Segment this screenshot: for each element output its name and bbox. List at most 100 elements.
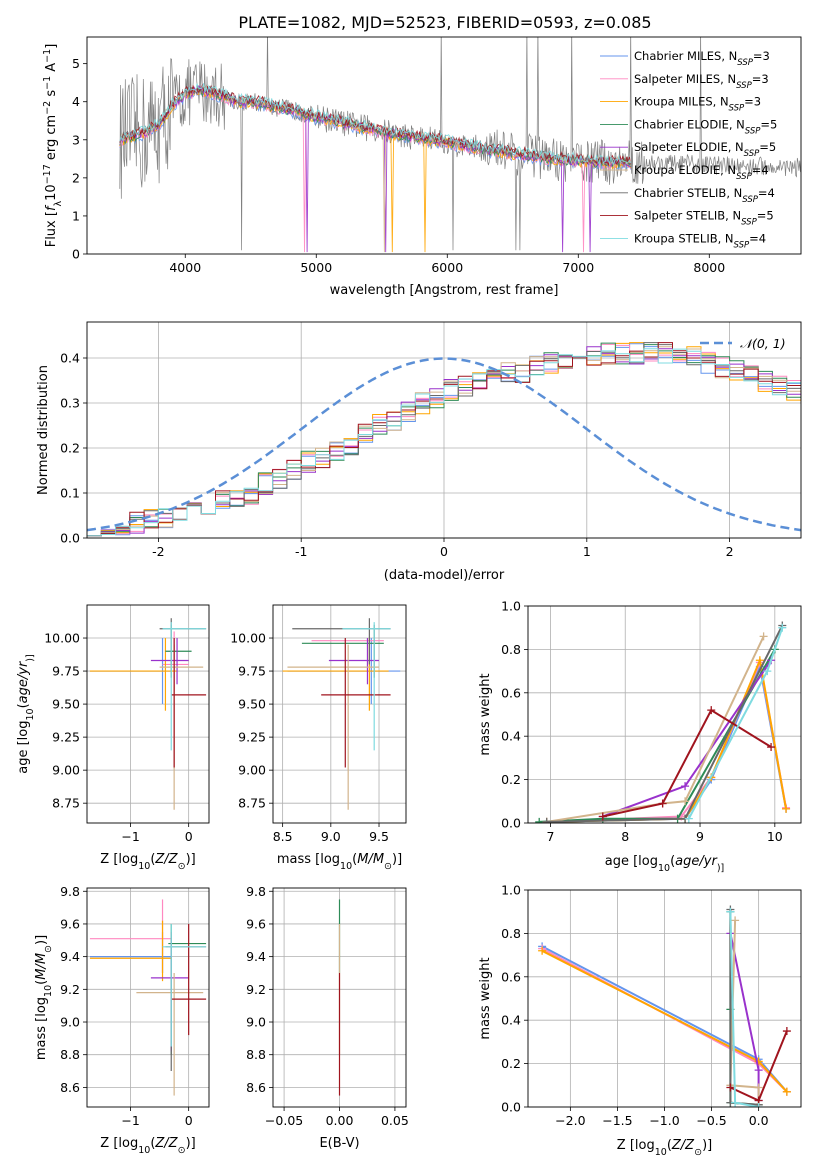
y-tick-label: 9.00 [52, 763, 80, 778]
x-tick-label: 9.5 [369, 829, 389, 844]
legend-entry: 𝒩(0, 1) [740, 336, 786, 351]
legend-entry: Kroupa STELIB, NSSP=4 [634, 231, 766, 250]
x-tick-label: −1.5 [602, 1113, 632, 1128]
axes-frame [86, 887, 210, 1108]
chart-age-vs-Z: −1 0 8.75 9.00 9.25 9.50 9.75 10.00 Z [log10(Z/Z… [16, 604, 210, 872]
x-tick-label: 6000 [431, 260, 463, 275]
y-tick-label: 0 [72, 247, 80, 262]
x-tick-label: 5000 [300, 260, 332, 275]
x-tick-label: 9 [696, 829, 704, 844]
residual-histogram-step [87, 348, 801, 537]
x-tick-label: 9.0 [321, 829, 341, 844]
y-tick-label: 8.8 [246, 1047, 266, 1062]
x-tick-label: 0.00 [326, 1113, 354, 1128]
legend-entry: Chabrier MILES, NSSP=3 [634, 49, 770, 68]
mass-weight-point [782, 804, 791, 813]
mass-weight-point [782, 1087, 791, 1096]
y-tick-label: 1.0 [501, 883, 521, 898]
y-tick-label: 10.00 [44, 631, 80, 646]
x-tick-label: -1 [295, 544, 307, 559]
x-axis-label: (data-model)/error [384, 568, 505, 583]
mass-weight-point [535, 817, 544, 823]
y-tick-label: 9.50 [52, 697, 80, 712]
x-tick-label: 8000 [693, 260, 725, 275]
y-tick-label: 9.25 [52, 730, 80, 745]
x-axis-label: Z [log10(Z/Z⊙)] [100, 852, 195, 872]
model-spectrum-line [119, 85, 631, 253]
legend: Chabrier MILES, NSSP=3 Salpeter MILES, NS… [600, 49, 777, 250]
mass-weight-point [658, 799, 667, 808]
y-tick-label: 9.2 [246, 982, 266, 997]
y-axis-label: Normed distribution [36, 365, 51, 495]
x-tick-label: 0 [185, 829, 193, 844]
y-axis-label: mass weight [478, 957, 493, 1039]
mass-weight-point [684, 814, 693, 823]
x-tick-label: −2.0 [555, 1113, 585, 1128]
legend-entry: Salpeter STELIB, NSSP=5 [634, 209, 774, 228]
y-tick-label: 2 [72, 170, 80, 185]
chart-age-vs-mass: 8.5 9.0 9.5 8.75 9.00 9.25 9.50 9.75 10.00 mass [… [230, 604, 407, 872]
axes-frame [272, 604, 407, 824]
y-tick-label: 9.6 [246, 916, 266, 931]
y-tick-label: 9.75 [238, 664, 266, 679]
mass-weight-point [754, 1066, 763, 1075]
y-tick-label: 8.8 [60, 1047, 80, 1062]
x-tick-label: 8 [621, 829, 629, 844]
x-axis-label: age [log10(age/yr)] [605, 854, 724, 874]
y-tick-label: 3 [72, 132, 80, 147]
y-tick-label: 0.0 [60, 531, 80, 546]
y-tick-label: 8.75 [52, 796, 80, 811]
mass-weight-point [767, 743, 776, 752]
plot-area-massweight-vs-Z [538, 905, 791, 1107]
mass-weight-point [726, 1083, 735, 1092]
residual-histogram-step [87, 342, 801, 537]
mass-weight-point [778, 623, 787, 632]
x-tick-label: 1 [583, 544, 591, 559]
axes-frame [86, 36, 802, 255]
y-tick-label: 0.4 [60, 351, 80, 366]
mass-weight-series-line [602, 708, 772, 818]
model-spectrum-line [119, 88, 632, 253]
legend-entry: Salpeter MILES, NSSP=3 [634, 72, 769, 91]
x-tick-label: −1.0 [649, 1113, 679, 1128]
chart-massweight-vs-Z: −2.0 −1.5 −1.0 −0.5 0.0 0.0 0.2 0.4 0.6 0.8 1.0 Z [… [478, 883, 802, 1158]
mass-weight-series-line [546, 625, 784, 823]
plot-area-mass-vs-Z [89, 899, 207, 1096]
x-tick-label: 10 [767, 829, 783, 844]
y-tick-label: 1 [72, 208, 80, 223]
residual-histogram-step [87, 342, 801, 537]
chart-residuals: -2 -1 0 1 2 0.0 0.1 0.2 0.3 0.4 (data-model)/error… [36, 321, 802, 583]
chart-mass-vs-EBV: −0.05 0.00 0.05 8.6 8.8 9.0 9.2 9.4 9.6 9.8 E(B-V) [246, 884, 409, 1151]
x-tick-label: 0 [440, 544, 448, 559]
model-spectrum-line [119, 83, 632, 166]
mass-weight-point [598, 812, 607, 821]
model-spectrum-line [119, 88, 632, 253]
y-tick-label: 9.0 [60, 1015, 80, 1030]
x-tick-label: 8.5 [273, 829, 293, 844]
plot-area-spectrum [119, 37, 801, 253]
y-tick-label: 0.4 [501, 1013, 521, 1028]
y-tick-label: 8.6 [246, 1080, 266, 1095]
mass-weight-point [726, 907, 735, 916]
y-tick-label: 9.6 [60, 916, 80, 931]
legend-entry: Kroupa MILES, NSSP=3 [634, 95, 761, 114]
plot-area-age-vs-Z [89, 618, 207, 810]
x-axis-label: Z [log10(Z/Z⊙)] [617, 1138, 712, 1158]
y-tick-label: 9.8 [60, 884, 80, 899]
x-tick-label: −0.5 [696, 1113, 726, 1128]
legend-entry: Salpeter ELODIE, NSSP=5 [634, 140, 776, 159]
y-axis-label: Flux [fλ10−17 erg cm−2 s−1 A−1] [42, 44, 64, 248]
mass-weight-series-line [602, 659, 772, 818]
residual-histogram-step [87, 346, 801, 537]
y-tick-label: 5 [72, 56, 80, 71]
legend-entry: Kroupa ELODIE, NSSP=4 [634, 163, 769, 182]
y-tick-label: 0.0 [501, 816, 521, 831]
chart-massweight-vs-age: 7 8 9 10 0.0 0.2 0.4 0.6 0.8 1.0 age [log10(age/yr… [478, 599, 802, 874]
figure-title: PLATE=1082, MJD=52523, FIBERID=0593, z=0… [238, 13, 651, 32]
y-tick-label: 1.0 [501, 599, 521, 614]
x-axis-label: E(B-V) [319, 1136, 359, 1151]
chart-mass-vs-Z: −1 0 8.6 8.8 9.0 9.2 9.4 9.6 9.8 Z [log10(Z/Z⊙)] m… [34, 884, 210, 1156]
plot-area-massweight-vs-age [535, 621, 791, 823]
y-tick-label: 9.4 [60, 949, 80, 964]
